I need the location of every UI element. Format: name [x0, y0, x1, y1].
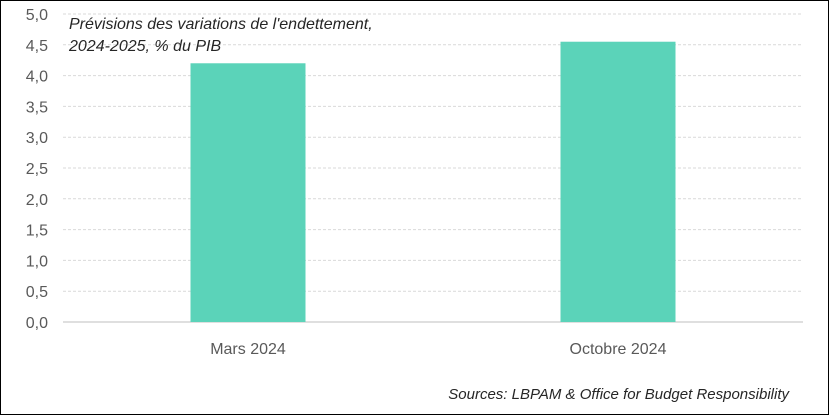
bar — [190, 63, 306, 322]
chart-title-line-1: Prévisions des variations de l'endetteme… — [69, 16, 373, 33]
source-note: Sources: LBPAM & Office for Budget Respo… — [448, 386, 790, 403]
y-tick-label: 5,0 — [26, 7, 48, 24]
y-tick-label: 0,0 — [26, 315, 48, 332]
y-tick-label: 2,5 — [26, 161, 48, 178]
bar — [560, 41, 676, 322]
x-category-label: Octobre 2024 — [570, 341, 667, 358]
y-tick-label: 1,0 — [26, 253, 48, 270]
y-tick-label: 3,5 — [26, 99, 48, 116]
chart-title-line-2: 2024-2025, % du PIB — [68, 38, 221, 55]
y-tick-label: 3,0 — [26, 130, 48, 147]
gridlines — [63, 13, 803, 323]
y-tick-label: 4,0 — [26, 69, 48, 86]
y-tick-label: 2,0 — [26, 192, 48, 209]
bars — [190, 41, 676, 322]
y-tick-label: 4,5 — [26, 38, 48, 55]
x-category-label: Mars 2024 — [210, 341, 286, 358]
x-axis-category-labels: Mars 2024 Octobre 2024 — [210, 341, 666, 358]
y-tick-label: 0,5 — [26, 284, 48, 301]
y-tick-label: 1,5 — [26, 223, 48, 240]
y-axis-tick-labels: 0,0 0,5 1,0 1,5 2,0 2,5 3,0 3,5 4,0 4,5 5,0 — [26, 7, 48, 332]
